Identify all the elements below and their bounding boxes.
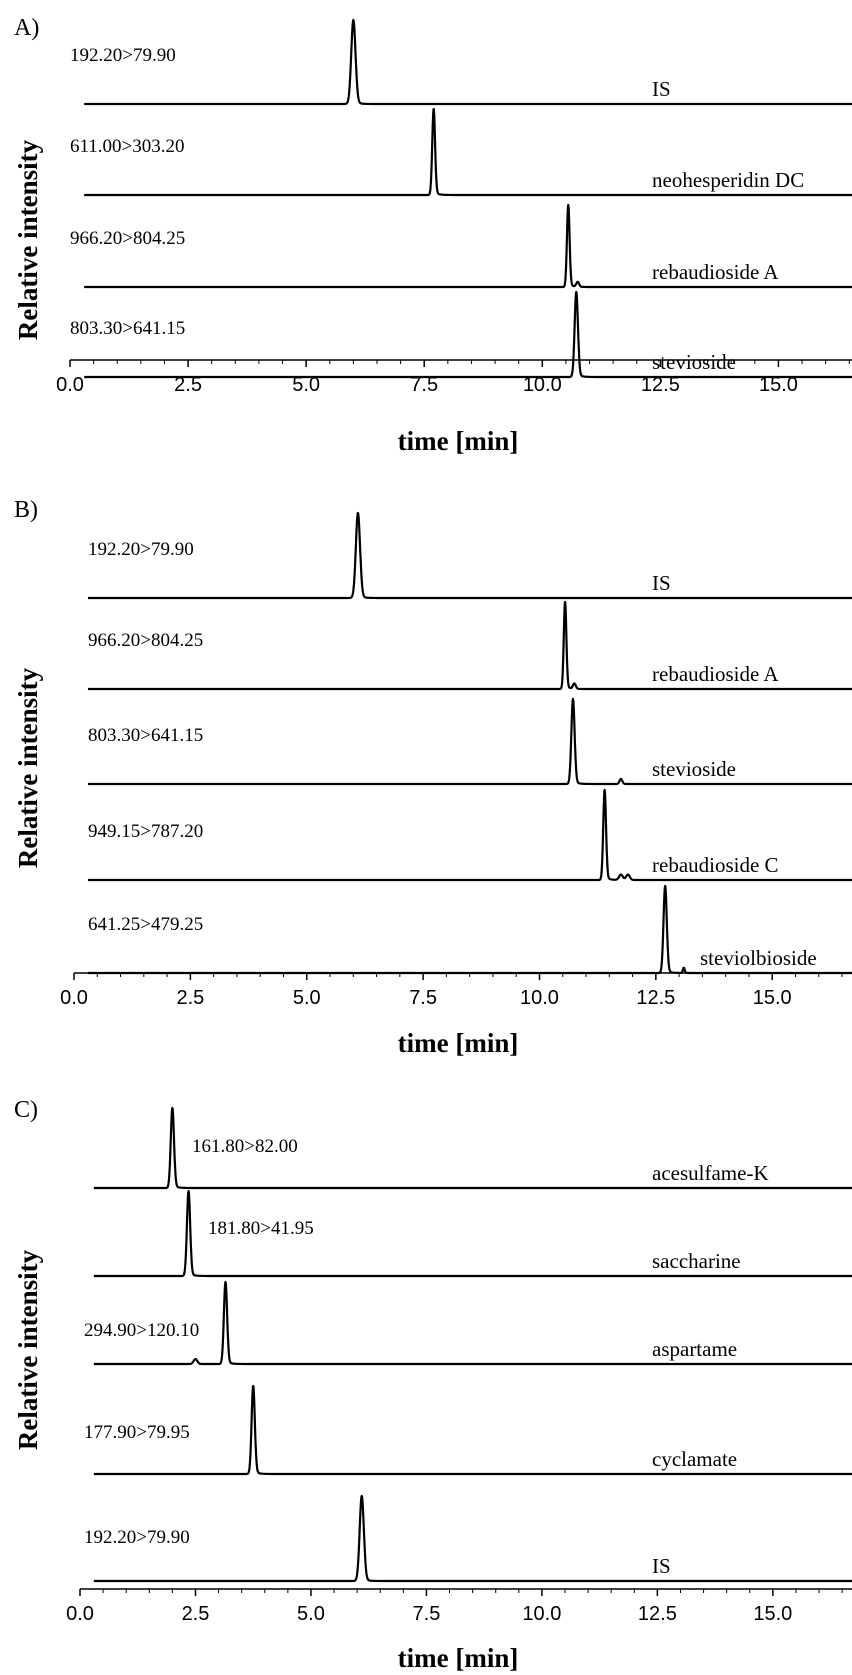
trace-line bbox=[87, 511, 852, 600]
transition-label: 192.20>79.90 bbox=[70, 45, 176, 66]
x-tick-label: 15.0 bbox=[759, 374, 798, 396]
panel-b-traces: 192.20>79.90 IS 966.20>804.25 rebaudioside … bbox=[87, 511, 852, 975]
x-tick-label: 7.5 bbox=[413, 1603, 441, 1625]
trace-5: 192.20>79.90 IS bbox=[84, 1494, 852, 1583]
compound-label: IS bbox=[652, 1554, 671, 1578]
trace-3: 966.20>804.25 rebaudioside A bbox=[70, 203, 852, 289]
x-tick-label: 12.5 bbox=[636, 987, 675, 1009]
panel-a-x-axis-label: time [min] bbox=[398, 426, 519, 456]
compound-label: neohesperidin DC bbox=[652, 168, 804, 192]
panel-b-y-axis-label: Relative intensity bbox=[13, 667, 43, 868]
x-tick-label: 10.0 bbox=[523, 374, 562, 396]
compound-label: aspartame bbox=[652, 1337, 737, 1361]
trace-2: 966.20>804.25 rebaudioside A bbox=[87, 600, 852, 691]
trace-line bbox=[87, 788, 852, 882]
panel-a: A) Relative intensity 192.20>79.90 IS 611.… bbox=[13, 15, 852, 456]
panel-c-traces: 161.80>82.00 acesulfame-K 181.80>41.95 sacc… bbox=[84, 1106, 852, 1583]
x-tick-label: 5.0 bbox=[293, 987, 321, 1009]
trace-2: 181.80>41.95 saccharine bbox=[92, 1189, 852, 1278]
trace-line bbox=[92, 1384, 852, 1476]
compound-label: IS bbox=[652, 571, 671, 595]
transition-label: 181.80>41.95 bbox=[208, 1218, 314, 1239]
x-tick-label: 2.5 bbox=[176, 987, 204, 1009]
panel-b-label: B) bbox=[14, 497, 38, 523]
transition-label: 177.90>79.95 bbox=[84, 1422, 190, 1443]
x-tick-label: 15.0 bbox=[753, 987, 792, 1009]
x-tick-label: 0.0 bbox=[60, 987, 88, 1009]
panel-c: C) Relative intensity 161.80>82.00 acesul… bbox=[13, 1097, 852, 1673]
trace-line bbox=[83, 18, 852, 106]
x-tick-label: 7.5 bbox=[409, 987, 437, 1009]
trace-2: 611.00>303.20 neohesperidin DC bbox=[70, 107, 852, 197]
x-tick-label: 2.5 bbox=[174, 374, 202, 396]
panel-b: B) Relative intensity 192.20>79.90 IS 966.… bbox=[13, 497, 852, 1058]
transition-label: 294.90>120.10 bbox=[84, 1320, 199, 1341]
compound-label: rebaudioside A bbox=[652, 260, 779, 284]
panel-a-y-axis-label: Relative intensity bbox=[13, 139, 43, 340]
compound-label: stevioside bbox=[652, 350, 736, 374]
transition-label: 949.15>787.20 bbox=[88, 821, 203, 842]
panel-a-label: A) bbox=[14, 15, 39, 41]
trace-line bbox=[83, 290, 852, 379]
trace-line bbox=[83, 203, 852, 289]
trace-1: 192.20>79.90 IS bbox=[70, 18, 852, 106]
transition-label: 161.80>82.00 bbox=[192, 1136, 298, 1157]
compound-label: acesulfame-K bbox=[652, 1161, 769, 1185]
transition-label: 611.00>303.20 bbox=[70, 136, 185, 157]
compound-label: stevioside bbox=[652, 757, 736, 781]
transition-label: 641.25>479.25 bbox=[88, 914, 203, 935]
x-tick-label: 0.0 bbox=[56, 374, 84, 396]
trace-3: 803.30>641.15 stevioside bbox=[87, 697, 852, 786]
trace-1: 161.80>82.00 acesulfame-K bbox=[92, 1106, 852, 1190]
transition-label: 803.30>641.15 bbox=[88, 725, 203, 746]
panel-a-traces: 192.20>79.90 IS 611.00>303.20 neohesperidin… bbox=[70, 18, 852, 379]
x-tick-label: 10.0 bbox=[520, 987, 559, 1009]
x-tick-label: 12.5 bbox=[641, 374, 680, 396]
trace-line bbox=[87, 600, 852, 691]
x-tick-label: 5.0 bbox=[297, 1603, 325, 1625]
x-tick-label: 0.0 bbox=[66, 1603, 94, 1625]
compound-label: rebaudioside C bbox=[652, 853, 779, 877]
x-tick-label: 2.5 bbox=[182, 1603, 210, 1625]
trace-line bbox=[83, 107, 852, 197]
compound-label: saccharine bbox=[652, 1249, 741, 1273]
panel-a-x-axis: 0.0 2.5 5.0 7.5 10.0 12.5 15.0 bbox=[56, 359, 852, 396]
trace-4: 803.30>641.15 stevioside bbox=[70, 290, 852, 379]
transition-label: 966.20>804.25 bbox=[88, 630, 203, 651]
transition-label: 192.20>79.90 bbox=[88, 539, 194, 560]
x-tick-label: 7.5 bbox=[410, 374, 438, 396]
compound-label: IS bbox=[652, 77, 671, 101]
trace-line bbox=[92, 1280, 852, 1366]
transition-label: 803.30>641.15 bbox=[70, 318, 185, 339]
trace-line bbox=[92, 1189, 852, 1278]
panel-c-y-axis-label: Relative intensity bbox=[13, 1249, 43, 1450]
compound-label: steviolbioside bbox=[700, 946, 817, 970]
trace-4: 177.90>79.95 cyclamate bbox=[84, 1384, 852, 1476]
x-tick-label: 15.0 bbox=[753, 1603, 792, 1625]
x-tick-label: 5.0 bbox=[292, 374, 320, 396]
trace-4: 949.15>787.20 rebaudioside C bbox=[87, 788, 852, 882]
trace-line bbox=[87, 697, 852, 786]
panel-b-x-axis: 0.0 2.5 5.0 7.5 10.0 12.5 15.0 bbox=[60, 972, 852, 1009]
panel-c-x-axis: 0.0 2.5 5.0 7.5 10.0 12.5 15.0 bbox=[66, 1588, 852, 1625]
trace-line bbox=[92, 1106, 852, 1190]
compound-label: rebaudioside A bbox=[652, 662, 779, 686]
trace-3: 294.90>120.10 aspartame bbox=[84, 1280, 852, 1366]
panel-b-x-axis-label: time [min] bbox=[398, 1028, 519, 1058]
trace-1: 192.20>79.90 IS bbox=[87, 511, 852, 600]
transition-label: 966.20>804.25 bbox=[70, 228, 185, 249]
trace-5: 641.25>479.25 steviolbioside bbox=[87, 884, 852, 975]
x-tick-label: 12.5 bbox=[638, 1603, 677, 1625]
transition-label: 192.20>79.90 bbox=[84, 1527, 190, 1548]
compound-label: cyclamate bbox=[652, 1447, 737, 1471]
x-tick-label: 10.0 bbox=[522, 1603, 561, 1625]
panel-c-x-axis-label: time [min] bbox=[398, 1643, 519, 1673]
trace-line bbox=[92, 1494, 852, 1583]
panel-c-label: C) bbox=[14, 1097, 38, 1123]
